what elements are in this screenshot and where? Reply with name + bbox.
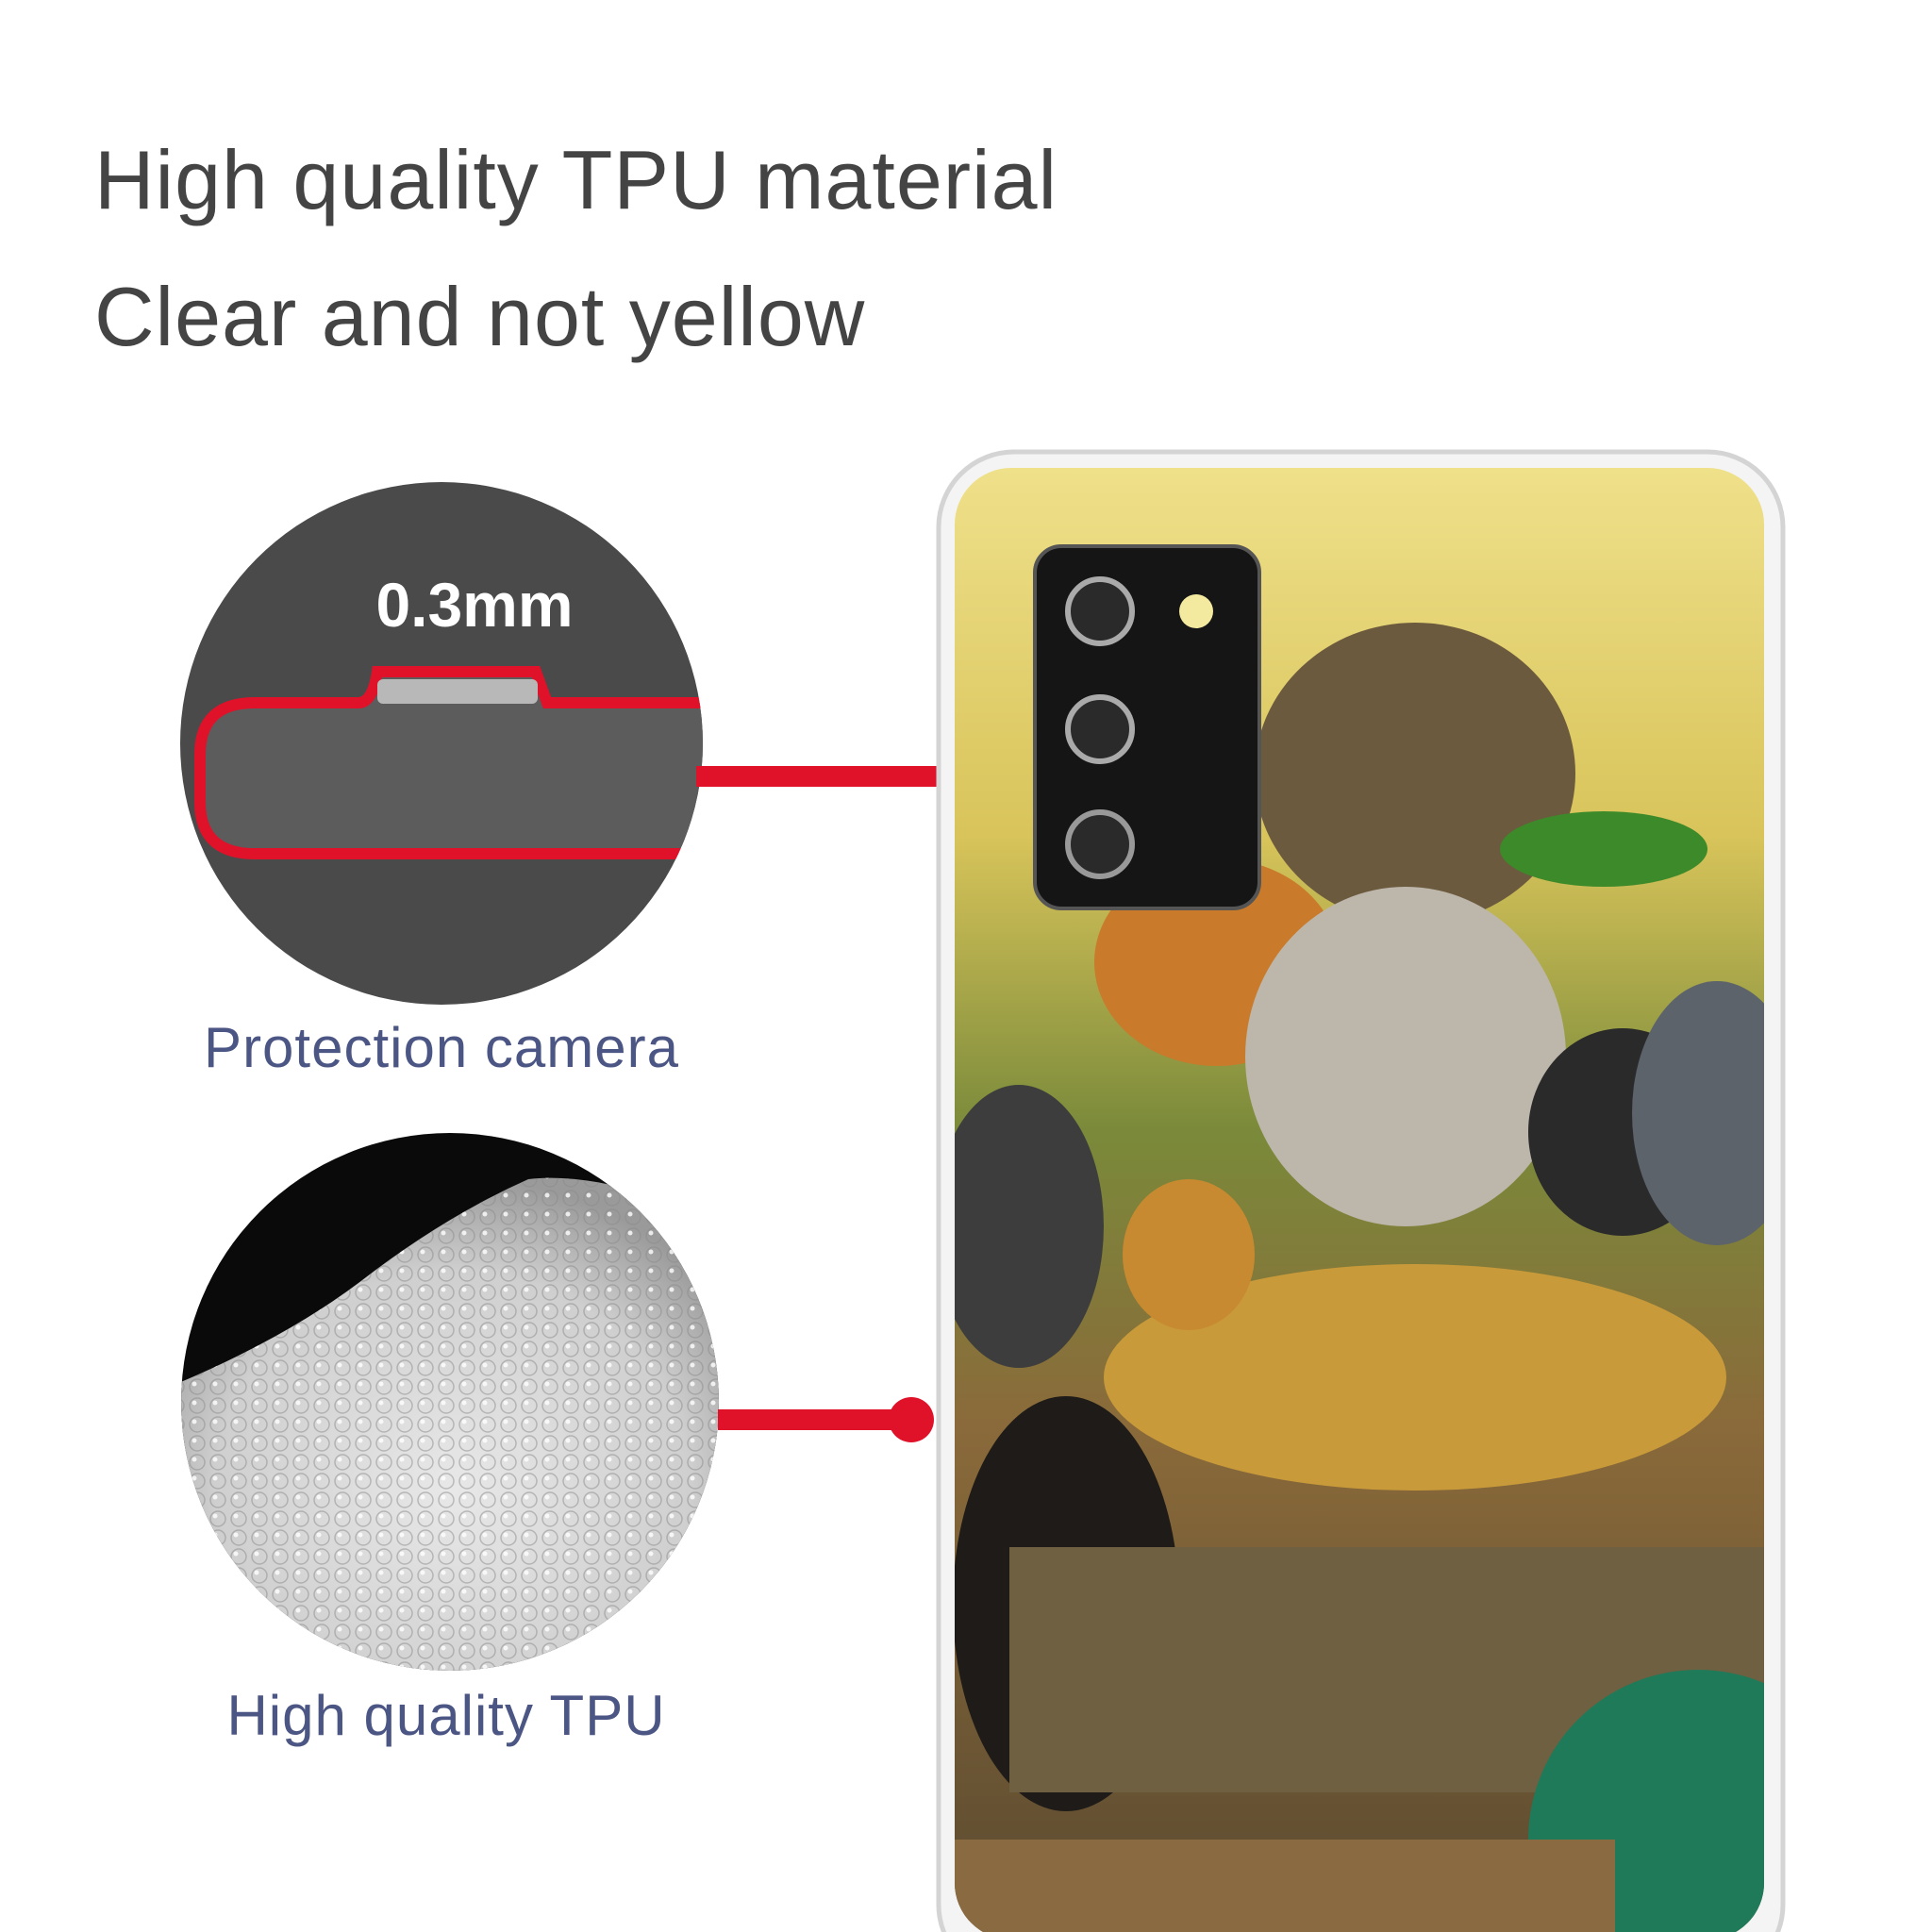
flash-icon — [1179, 594, 1213, 628]
caption-protection-camera: Protection camera — [204, 1016, 679, 1079]
case-lip-diagram — [194, 666, 703, 859]
headline-line-2: Clear and not yellow — [94, 270, 866, 363]
tpu-material-callout — [181, 1133, 719, 1671]
camera-cutout — [1033, 544, 1261, 910]
headline-line-1: High quality TPU material — [94, 133, 1058, 226]
caption-high-quality-tpu: High quality TPU — [226, 1684, 666, 1747]
camera-protection-callout — [180, 482, 703, 1005]
thickness-label: 0.3mm — [375, 570, 573, 640]
lens-shape — [377, 679, 538, 704]
camera-lens-icon — [1065, 809, 1135, 879]
phone-case — [936, 449, 1786, 1932]
callout-dot-2 — [889, 1397, 934, 1442]
camera-lens-icon — [1065, 694, 1135, 764]
jungle-animals-artwork — [955, 468, 1764, 1932]
camera-lens-icon — [1065, 576, 1135, 646]
